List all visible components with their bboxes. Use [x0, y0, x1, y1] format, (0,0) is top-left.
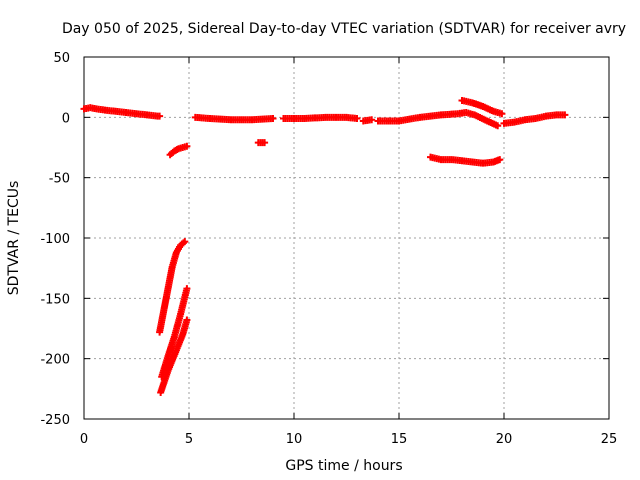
x-tick-label: 10 [286, 432, 303, 447]
series-track-1 [80, 104, 164, 120]
x-tick-label: 15 [391, 432, 408, 447]
y-tick-label: -200 [40, 353, 70, 368]
series-track-10 [374, 109, 502, 130]
data-point [496, 156, 504, 164]
series-track-7 [254, 139, 269, 147]
data-points [80, 96, 569, 396]
y-tick-label: 50 [53, 51, 70, 66]
chart-title: Day 050 of 2025, Sidereal Day-to-day VTE… [62, 21, 626, 37]
y-tick-label: -150 [40, 292, 70, 307]
data-point [181, 238, 189, 246]
data-point [269, 115, 277, 123]
data-point [183, 285, 191, 293]
data-point [156, 112, 164, 120]
y-tick-label: 0 [62, 111, 70, 126]
series-track-9 [359, 116, 376, 125]
series-track-2 [166, 142, 191, 159]
axis-ticks: 0 5 10 15 20 25 50 0 -50 -100 -150 -200 -250 [40, 51, 617, 447]
data-point [498, 110, 506, 118]
series-track-5 [157, 316, 191, 396]
y-tick-label: -50 [49, 172, 70, 187]
y-axis-label: SDTVAR / TECUs [6, 181, 22, 296]
series-track-6 [191, 113, 277, 124]
data-point [353, 115, 361, 123]
y-tick-label: -100 [40, 232, 70, 247]
data-point [183, 142, 191, 150]
x-tick-label: 5 [185, 432, 193, 447]
data-point [368, 116, 376, 124]
series-track-13 [500, 111, 569, 127]
series-track-3 [156, 238, 189, 336]
x-axis-label: GPS time / hours [285, 458, 402, 474]
data-point [561, 111, 569, 119]
data-point [261, 139, 269, 147]
x-tick-label: 20 [496, 432, 513, 447]
series-track-12 [427, 153, 504, 167]
data-point [494, 122, 502, 130]
series-track-8 [280, 113, 361, 123]
x-tick-label: 25 [601, 432, 618, 447]
series-track-11 [458, 96, 506, 118]
y-tick-label: -250 [40, 413, 70, 428]
x-tick-label: 0 [80, 432, 88, 447]
data-point [183, 316, 191, 324]
